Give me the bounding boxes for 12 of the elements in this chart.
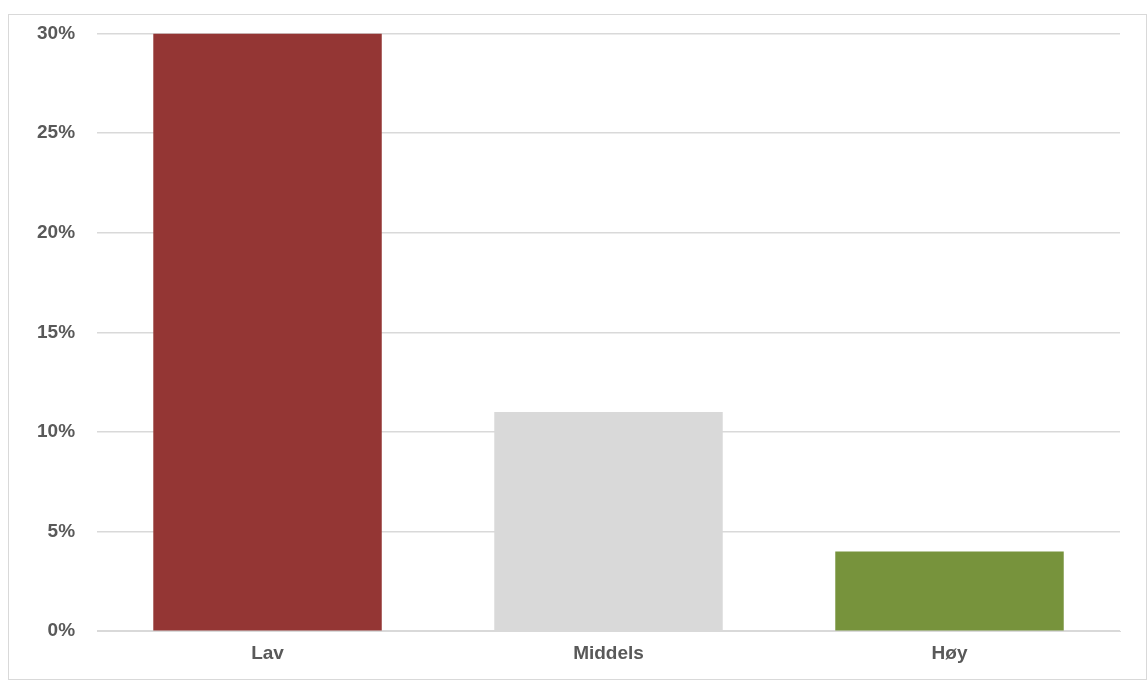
y-tick-label: 20%	[37, 220, 76, 242]
y-tick-label: 10%	[37, 420, 76, 442]
x-tick-label: Høy	[931, 641, 968, 663]
y-tick-label: 30%	[37, 21, 76, 43]
x-tick-label: Lav	[251, 641, 285, 663]
bar	[835, 551, 1064, 631]
y-tick-label: 25%	[37, 121, 76, 143]
y-tick-label: 5%	[47, 519, 76, 541]
y-tick-label: 15%	[37, 320, 76, 342]
x-tick-label: Middels	[573, 641, 644, 663]
bar	[153, 33, 382, 631]
y-tick-label: 0%	[47, 619, 76, 641]
